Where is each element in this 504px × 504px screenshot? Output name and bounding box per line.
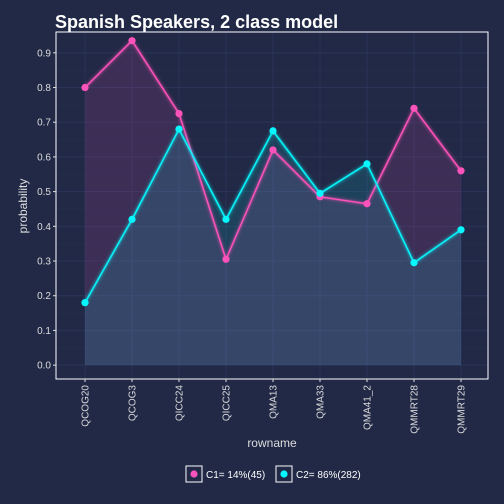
data-point-c1-qicc25 bbox=[222, 255, 230, 263]
y-tick-label: 0.8 bbox=[37, 83, 51, 94]
x-tick-label: QMA13 bbox=[269, 385, 280, 419]
x-tick-label: QMMRT28 bbox=[410, 385, 421, 434]
data-point-c1-qicc24 bbox=[175, 109, 183, 118]
data-point-c1-qma41_2 bbox=[363, 200, 371, 208]
panel-border bbox=[55, 31, 489, 380]
x-tick-label: QICC25 bbox=[222, 385, 233, 422]
data-point-c2-qma41_2 bbox=[363, 160, 371, 168]
y-tick-label: 0.3 bbox=[37, 257, 51, 268]
data-point-c2-qmmrt29 bbox=[457, 226, 465, 234]
chart-title: Spanish Speakers, 2 class model bbox=[55, 12, 338, 32]
data-point-c2-qma13 bbox=[269, 127, 277, 135]
legend-key-box-1 bbox=[185, 465, 203, 483]
y-tick-label: 0.0 bbox=[37, 361, 51, 372]
series-areas bbox=[85, 40, 461, 366]
data-point-c2-qcog3 bbox=[128, 215, 136, 223]
x-tick-label: QMA41_2 bbox=[363, 385, 374, 430]
y-axis-title: probability bbox=[16, 179, 30, 234]
x-tick-label: QMA33 bbox=[316, 385, 327, 419]
legend-label-1: C1= 14%(45) bbox=[206, 470, 265, 481]
data-point-c2-qicc24 bbox=[175, 125, 183, 133]
y-tick-label: 0.4 bbox=[37, 222, 51, 233]
series-points bbox=[81, 37, 465, 307]
x-tick-label: QCOG20 bbox=[81, 385, 92, 427]
y-tick-label: 0.7 bbox=[37, 118, 51, 129]
series-area-2 bbox=[85, 129, 461, 366]
y-tick-label: 0.2 bbox=[37, 291, 51, 302]
data-point-c1-qcog3 bbox=[128, 37, 136, 45]
x-tick-label: QMMRT29 bbox=[457, 385, 468, 434]
legend: C1= 14%(45) C2= 86%(282) bbox=[185, 465, 361, 483]
y-tick-label: 0.9 bbox=[37, 48, 51, 59]
data-point-c2-qma33 bbox=[316, 189, 324, 197]
legend-marker-1 bbox=[190, 470, 198, 478]
legend-label-2: C2= 86%(282) bbox=[296, 470, 361, 481]
data-point-c2-qmmrt28 bbox=[410, 259, 418, 267]
data-point-c1-qma13 bbox=[269, 146, 277, 154]
x-tick-label: QICC24 bbox=[175, 385, 186, 422]
data-point-c1-qcog20 bbox=[81, 83, 89, 92]
y-tick-label: 0.5 bbox=[37, 187, 51, 198]
x-axis-title: rowname bbox=[247, 436, 297, 450]
series-area-1 bbox=[85, 40, 461, 366]
legend-marker-2 bbox=[280, 470, 288, 478]
grid bbox=[56, 32, 488, 379]
x-axis-ticks: QCOG20 QCOG3 QICC24 QICC25 QMA13 QMA33 QMA41_2… bbox=[81, 379, 468, 434]
data-point-c2-qcog20 bbox=[81, 299, 89, 307]
data-point-c2-qicc25 bbox=[222, 215, 230, 223]
y-axis-ticks: 0.0 0.1 0.2 0.3 0.4 0.5 0.6 0.7 0.8 0.9 bbox=[37, 48, 56, 372]
y-tick-label: 0.1 bbox=[37, 326, 51, 337]
data-point-c1-qmmrt29 bbox=[457, 167, 465, 175]
x-tick-label: QCOG3 bbox=[128, 385, 139, 422]
legend-key-box-2 bbox=[275, 465, 293, 483]
data-point-c1-qmmrt28 bbox=[410, 104, 418, 112]
y-tick-label: 0.6 bbox=[37, 152, 51, 163]
